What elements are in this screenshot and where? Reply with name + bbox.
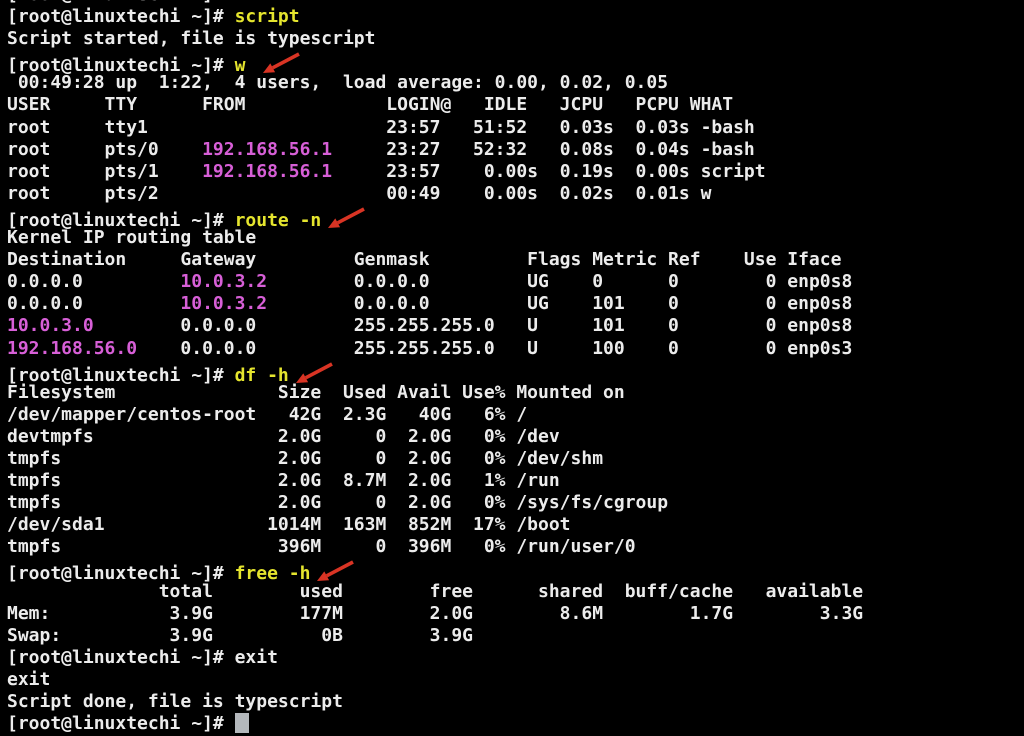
terminal-text: [root@linuxtechi ~]# xyxy=(7,563,235,585)
terminal-text: root pts/2 00:49 0.00s 0.02s 0.01s w xyxy=(7,182,712,204)
terminal-line: /dev/mapper/centos-root 42G 2.3G 40G 6% … xyxy=(7,404,863,426)
terminal-text: 0.0.0.0 255.255.255.0 U 100 0 0 enp0s3 xyxy=(137,337,853,359)
red-arrow-icon xyxy=(324,205,366,231)
command-text: free -h xyxy=(234,563,311,585)
terminal-line: Script done, file is typescript xyxy=(7,691,863,713)
terminal-text: tmpfs 2.0G 0 2.0G 0% /sys/fs/cgroup xyxy=(7,492,669,514)
terminal-text: [root@linuxtechi ~]# xyxy=(7,364,235,386)
terminal-line: [root@linuxtechi ~]# xyxy=(7,713,863,735)
terminal-line: /dev/sda1 1014M 163M 852M 17% /boot xyxy=(7,514,863,536)
terminal-line: Script started, file is typescript xyxy=(7,28,863,50)
red-arrow-icon xyxy=(292,360,334,386)
command-text: w xyxy=(234,55,257,77)
terminal-line: Destination Gateway Genmask Flags Metric… xyxy=(7,249,863,271)
ip-address-text: 192.168.56.1 xyxy=(202,138,333,160)
terminal-line: tmpfs 396M 0 396M 0% /run/user/0 xyxy=(7,536,863,558)
terminal-text: 0.0.0.0 UG 101 0 0 enp0s8 xyxy=(267,293,853,315)
terminal-text: exit xyxy=(7,668,51,690)
red-arrow-icon xyxy=(259,50,301,76)
terminal-text: /dev/mapper/centos-root 42G 2.3G 40G 6% … xyxy=(7,403,528,425)
terminal-text: total used free shared buff/cache availa… xyxy=(7,580,864,602)
terminal-text: /dev/sda1 1014M 163M 852M 17% /boot xyxy=(7,514,571,536)
terminal-text: 0.0.0.0 xyxy=(7,293,181,315)
terminal-line: 192.168.56.0 0.0.0.0 255.255.255.0 U 100… xyxy=(7,338,863,360)
terminal-text: [root@linuxtechi ~]# xyxy=(7,713,235,735)
command-text: script xyxy=(234,6,300,28)
terminal-text: [root@linuxtechi ~]# exit xyxy=(7,646,278,668)
terminal-line: [root@linuxtechi ~]# xyxy=(7,0,863,6)
cursor-block xyxy=(234,713,249,734)
terminal-line: tmpfs 2.0G 8.7M 2.0G 1% /run xyxy=(7,470,863,492)
terminal-line: Kernel IP routing table xyxy=(7,227,863,249)
ip-address-text: 10.0.3.2 xyxy=(180,271,268,293)
terminal-text: [root@linuxtechi ~]# xyxy=(7,6,235,28)
terminal-line: exit xyxy=(7,669,863,691)
terminal-text: Filesystem Size Used Avail Use% Mounted … xyxy=(7,381,625,403)
terminal-line: root pts/0 192.168.56.1 23:27 52:32 0.08… xyxy=(7,139,863,161)
terminal-text: root tty1 23:57 51:52 0.03s 0.03s -bash xyxy=(7,116,755,138)
terminal-text: devtmpfs 2.0G 0 2.0G 0% /dev xyxy=(7,425,560,447)
terminal-line: total used free shared buff/cache availa… xyxy=(7,581,863,603)
terminal-text: Script done, file is typescript xyxy=(7,691,343,712)
terminal-screen: [root@linuxtechi ~]# [root@linuxtechi ~]… xyxy=(7,0,863,735)
terminal-line: tmpfs 2.0G 0 2.0G 0% /dev/shm xyxy=(7,448,863,470)
terminal-text: 00:49:28 up 1:22, 4 users, load average:… xyxy=(7,72,669,94)
terminal-text: tmpfs 396M 0 396M 0% /run/user/0 xyxy=(7,536,636,558)
terminal-line: 0.0.0.0 10.0.3.2 0.0.0.0 UG 101 0 0 enp0… xyxy=(7,293,863,315)
terminal-line: [root@linuxtechi ~]# exit xyxy=(7,647,863,669)
terminal-text: [root@linuxtechi ~]# xyxy=(7,0,235,5)
terminal-text: 23:57 0.00s 0.19s 0.00s script xyxy=(332,160,766,182)
terminal-line: [root@linuxtechi ~]# df -h xyxy=(7,360,863,386)
terminal-line: 10.0.3.0 0.0.0.0 255.255.255.0 U 101 0 0… xyxy=(7,315,863,337)
ip-address-text: 192.168.56.0 xyxy=(7,337,138,359)
terminal-line: [root@linuxtechi ~]# free -h xyxy=(7,558,863,584)
ip-address-text: 10.0.3.2 xyxy=(180,293,268,315)
terminal-text: 0.0.0.0 xyxy=(7,271,181,293)
command-text: df -h xyxy=(234,364,289,386)
terminal-line: Filesystem Size Used Avail Use% Mounted … xyxy=(7,382,863,404)
terminal-line: root pts/1 192.168.56.1 23:57 0.00s 0.19… xyxy=(7,161,863,183)
terminal-line: root tty1 23:57 51:52 0.03s 0.03s -bash xyxy=(7,117,863,139)
terminal-text: Kernel IP routing table xyxy=(7,227,257,249)
terminal-text: Swap: 3.9G 0B 3.9G xyxy=(7,624,473,646)
ip-address-text: 192.168.56.1 xyxy=(202,160,333,182)
terminal-text: [root@linuxtechi ~]# xyxy=(7,209,235,231)
terminal-text: Script started, file is typescript xyxy=(7,28,376,50)
terminal-line: [root@linuxtechi ~]# route -n xyxy=(7,205,863,231)
terminal-text: root pts/1 xyxy=(7,160,203,182)
terminal-text: tmpfs 2.0G 0 2.0G 0% /dev/shm xyxy=(7,447,604,469)
command-text: route -n xyxy=(234,209,322,231)
terminal-line: root pts/2 00:49 0.00s 0.02s 0.01s w xyxy=(7,183,863,205)
terminal-text: Destination Gateway Genmask Flags Metric… xyxy=(7,249,842,271)
terminal-text: Mem: 3.9G 177M 2.0G 8.6M 1.7G 3.3G xyxy=(7,602,864,624)
red-arrow-icon xyxy=(313,558,355,584)
terminal-line: Swap: 3.9G 0B 3.9G xyxy=(7,625,863,647)
terminal-text: 23:27 52:32 0.08s 0.04s -bash xyxy=(332,138,755,160)
terminal-text: USER TTY FROM LOGIN@ IDLE JCPU PCPU WHAT xyxy=(7,94,734,116)
terminal-text: root pts/0 xyxy=(7,138,203,160)
terminal-text: [root@linuxtechi ~]# xyxy=(7,55,235,77)
terminal-text: 0.0.0.0 UG 0 0 0 enp0s8 xyxy=(267,271,853,293)
terminal-text: 0.0.0.0 255.255.255.0 U 101 0 0 enp0s8 xyxy=(93,315,853,337)
terminal-text: tmpfs 2.0G 8.7M 2.0G 1% /run xyxy=(7,470,560,492)
terminal-line: [root@linuxtechi ~]# w xyxy=(7,50,863,76)
terminal-line: Mem: 3.9G 177M 2.0G 8.6M 1.7G 3.3G xyxy=(7,603,863,625)
terminal-line: 0.0.0.0 10.0.3.2 0.0.0.0 UG 0 0 0 enp0s8 xyxy=(7,271,863,293)
terminal-line: devtmpfs 2.0G 0 2.0G 0% /dev xyxy=(7,426,863,448)
terminal-line: USER TTY FROM LOGIN@ IDLE JCPU PCPU WHAT xyxy=(7,94,863,116)
terminal-line: 00:49:28 up 1:22, 4 users, load average:… xyxy=(7,72,863,94)
ip-address-text: 10.0.3.0 xyxy=(7,315,94,337)
terminal-line: tmpfs 2.0G 0 2.0G 0% /sys/fs/cgroup xyxy=(7,492,863,514)
terminal-line: [root@linuxtechi ~]# script xyxy=(7,6,863,28)
